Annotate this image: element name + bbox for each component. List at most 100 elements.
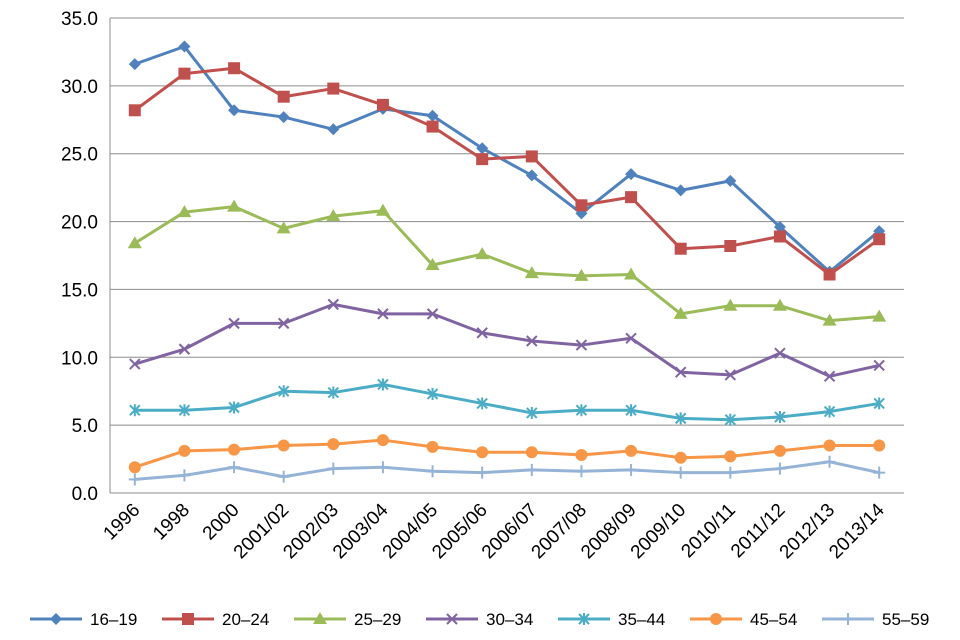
x-tick-label: 1998 [149,500,194,545]
data-point [476,327,488,339]
y-tick-label: 5.0 [72,416,98,437]
data-point [774,347,786,359]
legend-label: 35–44 [618,610,665,629]
x-tick-label: 2000 [199,500,244,545]
series-30–34 [129,298,885,382]
data-point [723,298,738,311]
data-point [724,466,737,479]
data-point [426,120,439,133]
data-point [277,90,290,103]
data-point [624,267,639,280]
x-tick-label: 2013/14 [825,499,889,563]
data-point [327,298,340,311]
legend-marker [446,613,458,625]
data-point [178,404,191,417]
legend-item: 16–19 [30,610,137,629]
data-point [674,451,687,464]
series-45–54 [128,434,886,474]
legend-item: 25–29 [294,610,401,629]
data-point [526,406,538,419]
data-point [823,405,836,418]
y-tick-label: 25.0 [61,145,98,166]
data-point [625,404,637,417]
data-point [872,309,887,322]
legend-marker [50,613,62,625]
data-point [277,317,290,330]
data-point [178,343,191,355]
legend-item: 55–59 [822,610,929,629]
data-point [873,397,885,410]
y-axis-ticks: 0.0 5.0 10.0 15.0 20.0 25.0 30.0 35.0 [61,9,98,505]
legend-label: 30–34 [486,610,533,629]
data-point [277,385,290,398]
data-point [823,370,836,382]
data-point [574,268,589,281]
data-point [376,434,389,447]
data-point [724,174,737,187]
data-point [426,387,439,400]
y-tick-label: 30.0 [61,77,98,98]
data-point [575,199,588,212]
data-point [327,438,340,451]
data-point [129,358,141,370]
data-point [178,40,191,53]
x-axis-ticks: 1996 1998 20002001/022002/032003/042004/05… [100,499,889,563]
data-point [178,67,191,80]
y-tick-label: 10.0 [61,348,98,369]
data-point [426,465,439,478]
data-point [475,247,490,260]
x-tick-label: 2010/11 [677,500,739,562]
y-tick-label: 0.0 [72,484,98,505]
data-point [674,184,687,197]
legend-label: 25–29 [354,610,401,629]
data-point [276,221,291,234]
data-point [228,443,241,456]
data-point [326,209,341,222]
legend-marker [842,613,854,625]
data-point [476,153,489,166]
data-point [177,205,192,218]
series-16–19 [128,40,886,278]
data-point [178,444,191,457]
y-tick-label: 20.0 [61,213,98,234]
data-point [327,82,340,95]
series-lines [127,40,887,486]
data-point [277,470,290,483]
legend-label: 55–59 [882,610,929,629]
data-point [426,109,439,122]
y-tick-label: 35.0 [61,9,98,30]
data-point [128,58,141,71]
series-25–29 [127,199,887,326]
legend-item: 30–34 [426,610,533,629]
data-point [773,221,786,233]
data-point [228,401,240,414]
legend-label: 16–19 [90,610,137,629]
data-point [774,411,786,423]
series-55–59 [128,455,886,486]
data-point [128,461,141,474]
data-point [128,104,141,117]
data-point [178,469,191,482]
data-point [377,308,389,320]
legend-item: 20–24 [162,610,269,629]
legend-label: 45–54 [750,610,797,629]
series-line [134,302,880,378]
legend-marker [313,612,327,624]
data-point [227,199,242,212]
data-point [327,462,340,475]
data-point [575,404,588,417]
data-point [674,466,687,479]
legend: 16–19 20–24 25–29 30–34 35–44 45–54 55–59 [30,610,929,629]
data-point [426,440,439,453]
data-point [822,313,837,326]
legend-label: 20–24 [222,610,269,629]
series-line [133,66,881,276]
data-point [575,465,588,478]
series-line [134,45,881,274]
data-point [476,142,489,155]
data-point [625,444,638,457]
data-point [526,335,538,347]
data-point [873,466,886,479]
data-point [376,98,389,111]
